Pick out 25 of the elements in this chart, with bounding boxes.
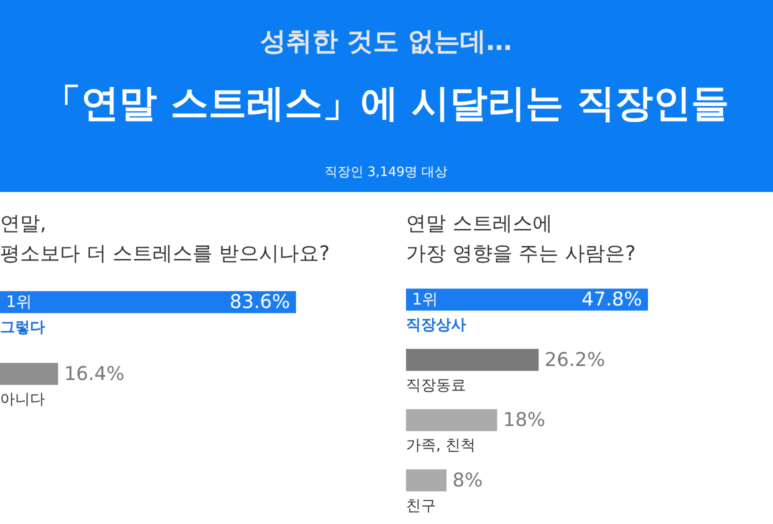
data-label: 18% <box>503 409 546 432</box>
text: 가장 영향을 주는 사람은? <box>406 241 636 265</box>
data-label: 47.8% <box>582 288 642 311</box>
text: 평소보다 더 스트레스를 받으시나요? <box>0 241 330 265</box>
y-tick-label: 직장동료 <box>406 376 466 394</box>
y-tick-label: 그렇다 <box>0 318 45 336</box>
data-label: 26.2% <box>544 348 606 371</box>
data-label: 8% <box>452 469 483 492</box>
text: 성취한 것도 없는데… <box>260 27 512 57</box>
bar <box>406 469 446 492</box>
bar <box>406 348 539 371</box>
text: 「연말 스트레스」에 시달리는 직장인들 <box>43 81 729 125</box>
data-label: 83.6% <box>230 291 290 314</box>
y-tick-label: 친구 <box>406 496 436 514</box>
bar <box>406 409 498 432</box>
y-tick-label: 직장상사 <box>406 316 466 334</box>
y-tick-label: 아니다 <box>0 390 45 408</box>
annotation: 1위 <box>412 290 438 309</box>
text: 연말, <box>0 211 46 235</box>
text: 직장인 3,149명 대상 <box>324 165 448 180</box>
text: 연말 스트레스에 <box>406 211 552 235</box>
bar <box>406 288 648 311</box>
data-label: 16.4% <box>64 362 124 385</box>
annotation: 1위 <box>6 292 32 312</box>
y-tick-label: 가족, 친척 <box>406 436 476 454</box>
